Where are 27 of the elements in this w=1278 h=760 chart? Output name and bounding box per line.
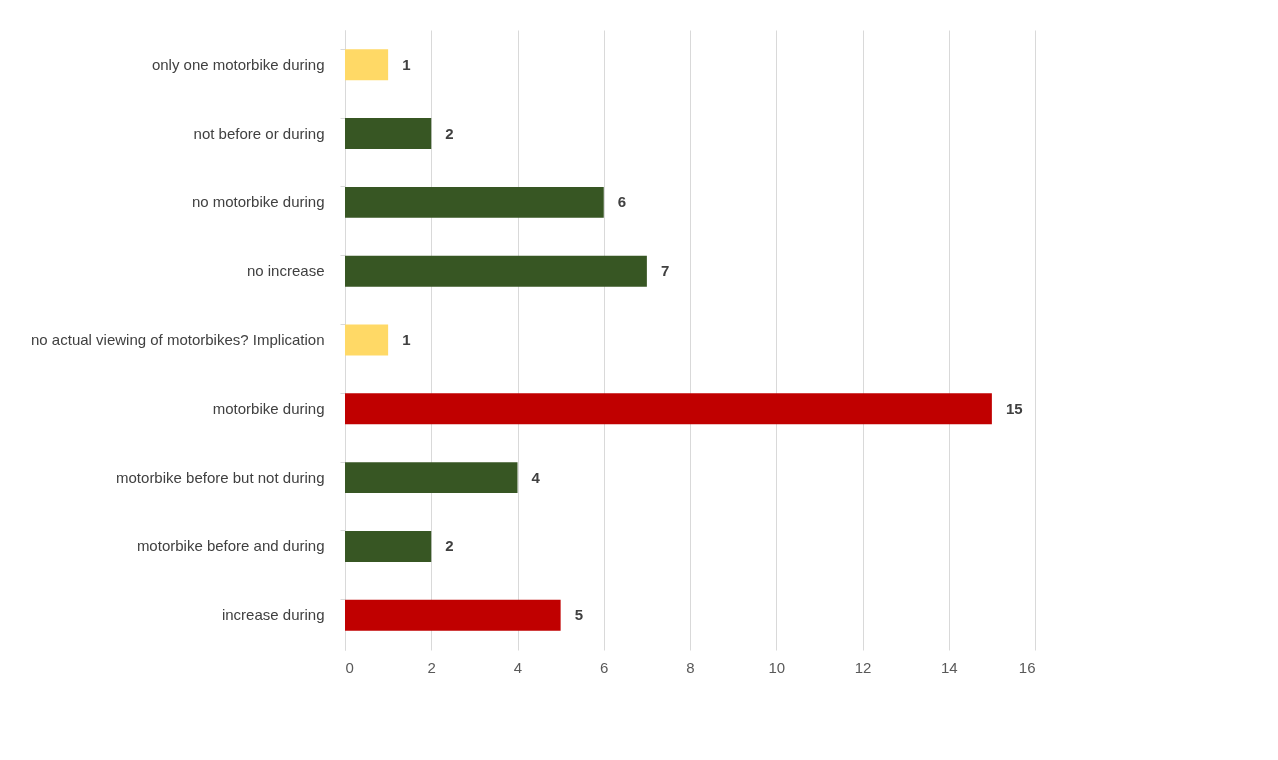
x-tick-label: 14 [940,658,958,676]
y-tick-label: increase during [221,606,325,624]
x-tick-label: 4 [513,658,523,676]
x-tick-label: 2 [427,658,436,676]
data-label: 7 [660,262,670,280]
x-tick-label: 16 [1018,658,1036,676]
data-label: 4 [531,468,541,486]
x-tick-label: 6 [600,658,609,676]
y-tick-label: motorbike before and during [136,537,325,555]
data-label: 5 [574,606,583,624]
y-tick-label: motorbike during [212,399,325,417]
data-label: 2 [445,124,454,142]
y-tick-label: only one motorbike during [151,55,325,73]
x-tick-label: 10 [768,658,786,676]
y-tick-label: no actual viewing of motorbikes? Implication [31,331,325,348]
y-tick-label: not before or during [193,124,325,142]
x-tick-label: 12 [854,658,872,676]
data-label: 1 [402,331,411,348]
x-tick-label: 8 [686,658,695,676]
y-tick-label: motorbike before but not during [116,468,325,486]
data-label: 15 [1005,399,1023,417]
data-label: 6 [617,193,627,211]
data-label: 2 [445,537,454,555]
y-tick-label: no increase [246,262,325,280]
x-tick-label: 0 [345,658,354,676]
data-label: 1 [402,55,411,73]
y-tick-label: no motorbike during [191,193,325,211]
